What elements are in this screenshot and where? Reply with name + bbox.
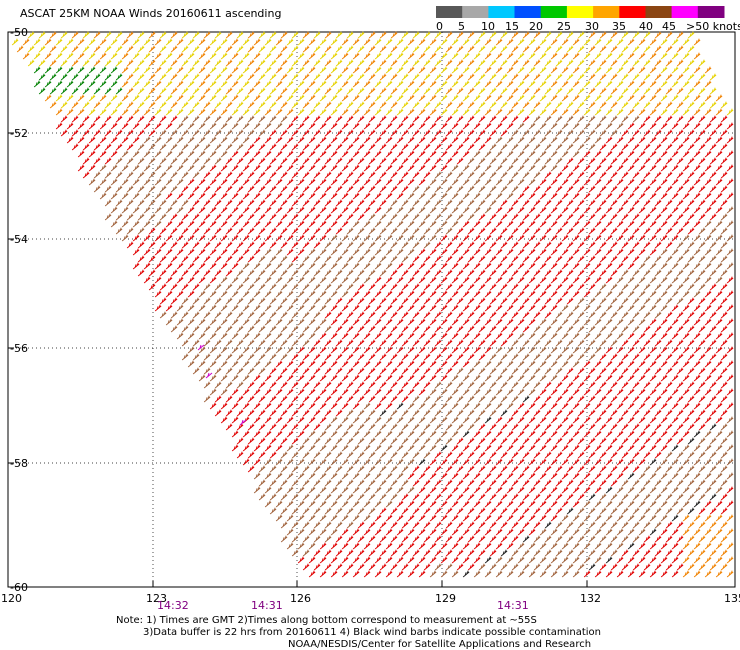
legend-swatch	[566, 6, 594, 18]
wind-barb-group	[88, 115, 734, 578]
legend-swatch	[436, 6, 463, 18]
legend-swatch	[593, 6, 620, 18]
lat-label-56: -56	[10, 342, 28, 355]
legend-label-15: 15	[505, 20, 519, 33]
lat-label-52: -52	[10, 127, 28, 140]
wind-barb-group	[33, 66, 123, 95]
legend-label-30: 30	[585, 20, 599, 33]
legend-label-5: 5	[458, 20, 465, 33]
legend-label-50-plus: >50 knots	[686, 20, 740, 33]
legend-swatch	[645, 6, 673, 18]
lat-label-54: -54	[10, 233, 28, 246]
legend-label-40: 40	[639, 20, 653, 33]
time-label-2: 14:31	[251, 599, 283, 612]
legend-swatch	[619, 6, 646, 18]
lat-label-50: -50	[10, 26, 28, 39]
legend-label-10: 10	[481, 20, 495, 33]
wind-barb-group	[16, 31, 734, 578]
legend-swatch	[671, 6, 699, 18]
legend-label-25: 25	[557, 20, 571, 33]
legend-swatch	[540, 6, 568, 18]
wind-barb-group	[197, 344, 247, 426]
wind-barb-group	[11, 31, 734, 116]
wind-barb-group	[55, 115, 734, 578]
wind-speed-legend: 0 5 10 15 20 25 30 35 40 45 >50 knots	[436, 6, 740, 33]
wind-barbs	[11, 31, 734, 578]
time-label-1: 14:32	[157, 599, 189, 612]
lon-label-123: 123	[146, 592, 167, 605]
legend-label-35: 35	[612, 20, 626, 33]
lon-label-126: 126	[290, 592, 311, 605]
lon-label-135: 135	[724, 592, 740, 605]
lat-label-58: -58	[10, 457, 28, 470]
legend-swatch	[462, 6, 489, 18]
note-line-2: 3)Data buffer is 22 hrs from 20160611 4)…	[143, 627, 601, 638]
lon-label-132: 132	[580, 592, 601, 605]
legend-label-45: 45	[662, 20, 676, 33]
legend-label-20: 20	[529, 20, 543, 33]
note-line-3: NOAA/NESDIS/Center for Satellite Applica…	[288, 639, 592, 650]
legend-label-0: 0	[436, 20, 443, 33]
note-line-1: Note: 1) Times are GMT 2)Times along bot…	[116, 615, 537, 626]
map-title: ASCAT 25KM NOAA Winds 20160611 ascending	[20, 7, 281, 20]
lon-label-120: 120	[1, 592, 22, 605]
map-frame	[7, 31, 736, 588]
axis-ticks	[8, 132, 588, 587]
legend-swatch	[488, 6, 516, 18]
time-label-3: 14:31	[497, 599, 529, 612]
wind-barb-group	[379, 395, 717, 578]
lon-label-129: 129	[435, 592, 456, 605]
legend-swatch	[697, 6, 725, 18]
lat-label-60: -60	[10, 581, 28, 594]
graticule	[8, 32, 735, 587]
legend-swatch	[514, 6, 542, 18]
